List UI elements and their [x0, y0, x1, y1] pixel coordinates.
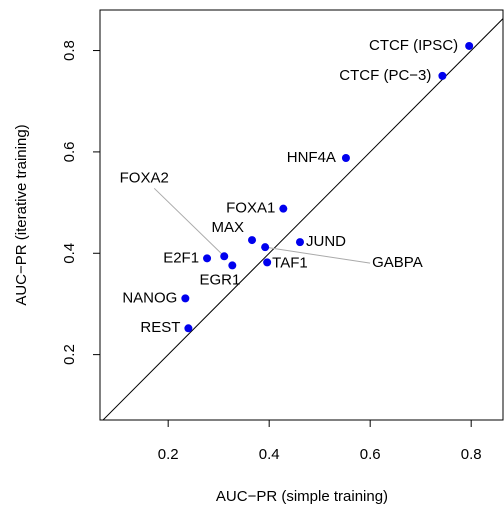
point-label: FOXA1 — [226, 200, 275, 217]
y-tick-label: 0.2 — [61, 344, 78, 365]
point — [220, 252, 229, 261]
point-label: CTCF (IPSC) — [369, 37, 458, 54]
point-label: REST — [140, 319, 180, 336]
point — [465, 41, 474, 50]
point-label: NANOG — [122, 289, 177, 306]
y-tick-label: 0.8 — [61, 40, 78, 61]
diagonal-line — [102, 17, 503, 420]
x-tick-label: 0.2 — [158, 446, 179, 463]
x-tick-label: 0.8 — [461, 446, 482, 463]
x-axis-label: AUC−PR (simple training) — [216, 488, 388, 505]
point-label: EGR1 — [199, 271, 240, 288]
point-label: HNF4A — [287, 149, 336, 166]
point — [181, 294, 190, 303]
point — [263, 258, 272, 267]
point-label: E2F1 — [163, 249, 199, 266]
point-label: FOXA2 — [120, 169, 169, 186]
y-tick-label: 0.6 — [61, 141, 78, 162]
point — [184, 324, 193, 333]
x-tick-label: 0.4 — [259, 446, 280, 463]
point-label: TAF1 — [272, 254, 308, 271]
leader-line — [153, 187, 225, 257]
point — [279, 204, 288, 213]
point — [248, 236, 257, 245]
plot-frame — [99, 9, 504, 421]
y-tick-label: 0.4 — [61, 243, 78, 264]
point — [341, 153, 350, 162]
point — [228, 261, 237, 270]
point — [203, 254, 212, 263]
point — [295, 238, 304, 247]
leader-line — [265, 246, 371, 264]
point-label: MAX — [211, 219, 244, 236]
point-label: JUND — [306, 233, 346, 250]
point-label: CTCF (PC−3) — [339, 67, 431, 84]
y-axis-label: AUC−PR (iterative training) — [13, 124, 30, 305]
point — [261, 243, 270, 252]
x-tick-label: 0.6 — [360, 446, 381, 463]
point — [438, 71, 447, 80]
point-label: GABPA — [372, 254, 423, 271]
